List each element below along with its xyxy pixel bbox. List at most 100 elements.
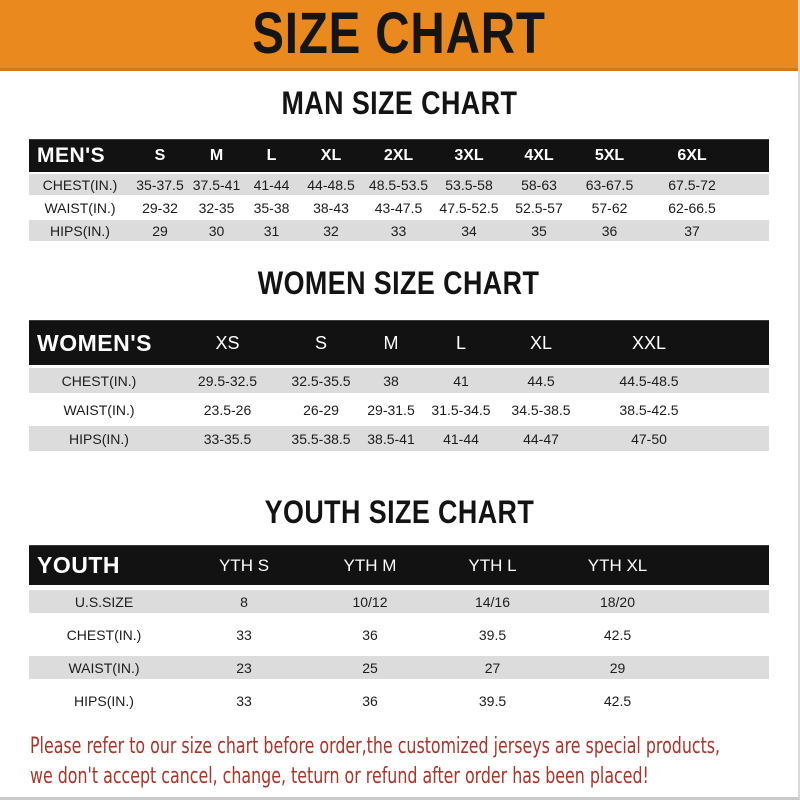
- column-header: YTH S: [218, 555, 270, 575]
- row-label: CHEST(IN.): [66, 626, 142, 643]
- row-label: HIPS(IN.): [50, 222, 110, 239]
- size-value: 8: [240, 593, 248, 610]
- youth-size-table: YOUTH YTH S YTH M YTH L YTH XL U.S.SIZE 8 10/1…: [29, 545, 769, 712]
- size-value: 32.5-35.5: [291, 372, 351, 389]
- table-body: CHEST(IN.) 29.5-32.5 32.5-35.5 38 41 44.5 44.5…: [29, 368, 769, 451]
- column-header: XL: [320, 147, 342, 164]
- size-value: 32-35: [198, 199, 235, 216]
- size-value: 42.5: [603, 692, 632, 709]
- size-value: 57-62: [591, 199, 628, 216]
- size-value: 30: [208, 222, 225, 239]
- size-value: 58-63: [521, 176, 557, 193]
- table-row: HIPS(IN.) 33-35.5 35.5-38.5 38.5-41 41-44 44-…: [29, 426, 769, 451]
- size-value: 44-47: [523, 430, 559, 447]
- size-value: 63-67.5: [585, 176, 634, 193]
- table-row: CHEST(IN.) 29.5-32.5 32.5-35.5 38 41 44.5 44.5…: [29, 368, 769, 393]
- section-youth-size-chart: YOUTH SIZE CHART YOUTH YTH S YTH M YTH L YTH…: [0, 496, 798, 712]
- size-value: 36: [362, 626, 378, 643]
- table-header: MEN'S S M L XL 2XL 3XL 4XL 5XL 6XL: [29, 139, 769, 172]
- column-header: M: [383, 332, 399, 353]
- column-header: XS: [215, 332, 240, 353]
- size-value: 48.5-53.5: [368, 176, 429, 193]
- table-header: YOUTH YTH S YTH M YTH L YTH XL: [29, 545, 769, 585]
- size-value: 38: [383, 372, 399, 389]
- column-header: XXL: [631, 332, 667, 353]
- size-value: 43-47.5: [374, 199, 423, 216]
- size-value: 33: [390, 222, 407, 239]
- size-value: 47-50: [631, 430, 667, 447]
- size-value: 37: [684, 222, 700, 239]
- size-value: 31.5-34.5: [431, 401, 491, 418]
- size-value: 41: [453, 372, 469, 389]
- size-value: 14/16: [474, 593, 511, 610]
- size-value: 23.5-26: [203, 401, 252, 418]
- table-corner-label: YOUTH: [37, 552, 120, 578]
- size-value: 67.5-72: [668, 176, 716, 193]
- column-header: 2XL: [383, 147, 414, 164]
- size-value: 62-66.5: [668, 199, 716, 216]
- section-title-men-text: MAN SIZE CHART: [281, 85, 517, 121]
- disclaimer-line-1: Please refer to our size chart before or…: [30, 734, 721, 759]
- table-corner-label: MEN'S: [37, 144, 106, 167]
- size-value: 35-38: [253, 199, 290, 216]
- disclaimer-note: Please refer to our size chart before or…: [30, 732, 798, 792]
- row-label: U.S.SIZE: [74, 593, 134, 610]
- size-value: 23: [236, 659, 252, 676]
- size-value: 36: [601, 222, 618, 239]
- column-header: S: [314, 332, 327, 353]
- size-value: 29: [609, 659, 626, 676]
- size-value: 33-35.5: [203, 430, 252, 447]
- column-header: L: [266, 147, 277, 164]
- size-value: 34.5-38.5: [511, 401, 571, 418]
- size-value: 41-44: [443, 430, 479, 447]
- size-value: 36: [362, 692, 378, 709]
- size-value: 38-43: [313, 199, 349, 216]
- size-value: 27: [484, 659, 501, 676]
- size-value: 37.5-41: [192, 176, 241, 193]
- table-row: HIPS(IN.) 33 36 39.5 42.5: [29, 689, 769, 712]
- row-label: HIPS(IN.): [74, 692, 134, 709]
- size-value: 31: [263, 222, 280, 239]
- size-value: 35.5-38.5: [291, 430, 351, 447]
- column-header: 6XL: [677, 147, 707, 164]
- column-header: 4XL: [524, 147, 554, 164]
- table-corner-label: WOMEN'S: [37, 329, 153, 356]
- size-value: 33: [236, 692, 252, 709]
- section-men-size-chart: MAN SIZE CHART MEN'S S M L XL 2XL 3XL 4XL 5XL 6XL…: [0, 87, 798, 241]
- disclaimer-line-2: we don't accept cancel, change, teturn o…: [30, 764, 649, 789]
- section-title-men: MAN SIZE CHART: [0, 87, 798, 119]
- size-value: 29.5-32.5: [197, 372, 258, 389]
- section-title-women: WOMEN SIZE CHART: [0, 267, 798, 299]
- section-title-women-text: WOMEN SIZE CHART: [258, 265, 540, 301]
- banner-title: SIZE CHART: [252, 1, 546, 66]
- size-value: 41-44: [253, 176, 290, 193]
- size-value: 47.5-52.5: [439, 199, 499, 216]
- size-value: 35-37.5: [136, 176, 184, 193]
- section-women-size-chart: WOMEN SIZE CHART WOMEN'S XS S M L XL XXL CHEST…: [0, 267, 798, 451]
- size-value: 33: [236, 626, 252, 643]
- size-value: 53.5-58: [445, 176, 493, 193]
- column-header: 3XL: [454, 147, 484, 164]
- size-value: 44.5-48.5: [619, 372, 679, 389]
- size-value: 29: [152, 222, 168, 239]
- size-value: 35: [531, 222, 547, 239]
- column-header: YTH M: [343, 555, 397, 575]
- size-value: 18/20: [599, 593, 636, 610]
- size-value: 29-32: [142, 199, 178, 216]
- size-value: 44-48.5: [307, 176, 355, 193]
- column-header: M: [209, 147, 224, 164]
- row-label: CHEST(IN.): [42, 176, 118, 193]
- size-value: 52.5-57: [515, 199, 563, 216]
- size-value: 44.5: [527, 372, 555, 389]
- size-value: 34: [461, 222, 477, 239]
- column-header: L: [455, 332, 466, 353]
- row-label: CHEST(IN.): [61, 372, 137, 389]
- women-size-table: WOMEN'S XS S M L XL XXL CHEST(IN.) 29.5-32.5 32.…: [29, 320, 769, 451]
- section-title-youth: YOUTH SIZE CHART: [0, 496, 798, 528]
- table-row: HIPS(IN.) 29 30 31 32 33 34 35 36 37: [29, 220, 769, 241]
- size-value: 38.5-42.5: [619, 401, 679, 418]
- row-label: WAIST(IN.): [63, 401, 135, 418]
- row-label: WAIST(IN.): [68, 659, 140, 676]
- column-header: XL: [529, 332, 553, 353]
